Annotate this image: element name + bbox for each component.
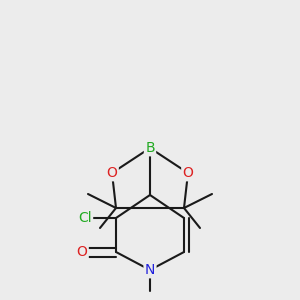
Text: Cl: Cl [78, 211, 92, 225]
Text: O: O [183, 166, 194, 180]
Text: N: N [145, 263, 155, 277]
Text: O: O [76, 245, 87, 259]
Text: O: O [106, 166, 117, 180]
Text: B: B [145, 141, 155, 155]
